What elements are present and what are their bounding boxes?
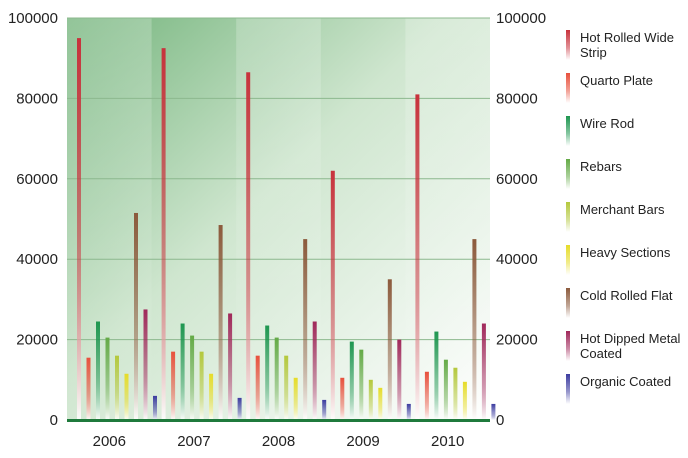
bar	[124, 373, 129, 420]
legend-item: Wire Rod	[566, 116, 688, 152]
bar	[415, 94, 420, 420]
y-tick-label-left: 100000	[8, 10, 58, 27]
bar	[330, 170, 335, 420]
bar	[255, 355, 260, 420]
legend-swatch	[566, 202, 570, 232]
x-tick-label: 2008	[262, 433, 295, 450]
legend-label: Merchant Bars	[580, 202, 665, 217]
bar	[424, 371, 429, 420]
y-tick-label-right: 60000	[496, 171, 538, 188]
y-tick-label-right: 80000	[496, 90, 538, 107]
legend-swatch	[566, 374, 570, 404]
legend-item: Hot Dipped Metal Coated	[566, 331, 688, 367]
legend-label: Organic Coated	[580, 374, 672, 389]
legend-item: Rebars	[566, 159, 688, 195]
bar	[293, 377, 298, 420]
y-tick-label-left: 20000	[16, 332, 58, 349]
legend-swatch	[566, 159, 570, 189]
bar	[77, 38, 81, 420]
bar	[199, 351, 204, 420]
legend-label: Hot Dipped Metal Coated	[580, 331, 681, 361]
bar	[491, 403, 496, 420]
bar	[180, 323, 185, 420]
x-tick-label: 2009	[346, 433, 379, 450]
legend-swatch	[566, 288, 570, 318]
bar	[453, 367, 458, 420]
y-tick-label-right: 0	[496, 412, 504, 429]
x-tick-label: 2010	[431, 433, 464, 450]
y-tick-label-left: 40000	[16, 251, 58, 268]
bar	[218, 225, 223, 420]
bar	[134, 212, 138, 420]
bar	[462, 381, 467, 420]
legend-label: Hot Rolled Wide Strip	[580, 30, 674, 60]
legend-swatch	[566, 73, 570, 103]
bar	[340, 377, 345, 420]
bar	[387, 279, 392, 420]
legend-label: Wire Rod	[580, 116, 635, 131]
legend-label: Rebars	[580, 159, 622, 174]
bar	[105, 337, 110, 420]
bar	[171, 351, 176, 420]
bar	[443, 359, 448, 420]
x-tick-label: 2006	[93, 433, 126, 450]
bar	[228, 313, 233, 420]
bar	[284, 355, 289, 420]
y-tick-label-right: 20000	[496, 332, 538, 349]
bar	[312, 321, 317, 420]
bar	[349, 341, 354, 420]
bar	[153, 395, 157, 420]
legend-label: Quarto Plate	[580, 73, 653, 88]
legend-item: Hot Rolled Wide Strip	[566, 30, 688, 66]
legend-swatch	[566, 30, 570, 60]
legend-item: Heavy Sections	[566, 245, 688, 281]
bar	[368, 379, 373, 420]
bar	[397, 339, 402, 420]
y-tick-label-left: 80000	[16, 90, 58, 107]
x-axis-line	[67, 419, 490, 422]
legend-swatch	[566, 116, 570, 146]
bar	[359, 349, 364, 420]
bar	[472, 239, 477, 420]
legend-item: Cold Rolled Flat	[566, 288, 688, 324]
legend-swatch	[566, 245, 570, 275]
bar	[303, 239, 308, 420]
bar	[246, 72, 251, 421]
bar	[115, 355, 119, 420]
bar	[143, 309, 148, 420]
bar	[237, 397, 242, 420]
bar	[322, 399, 327, 420]
bar	[378, 387, 383, 420]
y-tick-label-left: 60000	[16, 171, 58, 188]
chart-plot: 0 0 20000 20000 40000 40000 60000 60000 80000 800…	[8, 10, 546, 450]
legend-item: Organic Coated	[566, 374, 688, 410]
bar	[434, 331, 439, 420]
bar	[406, 403, 411, 420]
bar	[86, 357, 91, 420]
legend-item: Quarto Plate	[566, 73, 688, 109]
legend-swatch	[566, 331, 570, 361]
y-tick-label-right: 100000	[496, 10, 546, 27]
bar	[481, 323, 486, 420]
x-tick-label: 2007	[177, 433, 210, 450]
legend-label: Cold Rolled Flat	[580, 288, 673, 303]
bar	[265, 325, 270, 420]
bar	[209, 373, 214, 420]
legend-item: Merchant Bars	[566, 202, 688, 238]
y-tick-label-right: 40000	[496, 251, 538, 268]
legend-label: Heavy Sections	[580, 245, 671, 260]
bar	[190, 335, 195, 420]
bar	[96, 321, 100, 420]
bar	[274, 337, 279, 420]
y-tick-label-left: 0	[50, 412, 58, 429]
bar	[161, 48, 166, 421]
